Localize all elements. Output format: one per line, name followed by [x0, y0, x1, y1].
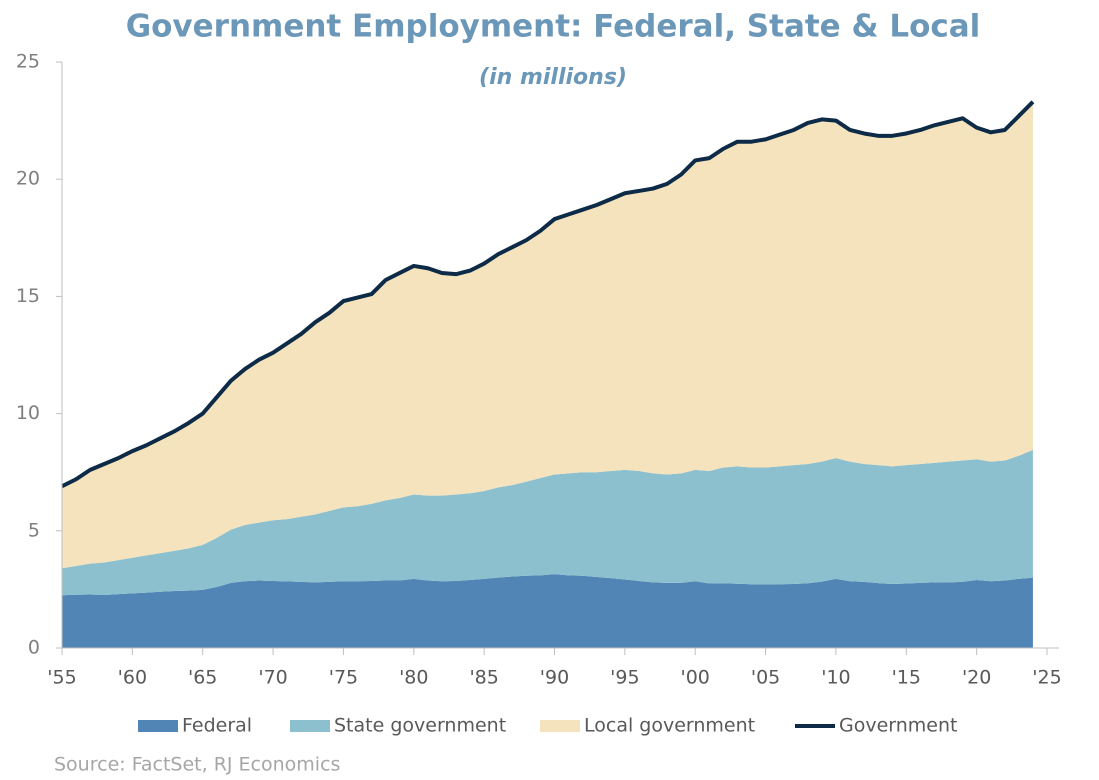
y-tick-label: 15	[16, 285, 40, 307]
legend-swatch	[290, 720, 330, 732]
y-tick-label: 0	[28, 637, 40, 659]
legend-swatch	[540, 720, 580, 732]
legend-label: Federal	[182, 715, 252, 737]
x-tick-label: '00	[681, 667, 710, 689]
legend-label: Local government	[584, 715, 755, 737]
area	[62, 449, 1033, 596]
x-tick-label: '90	[540, 667, 569, 689]
chart-subtitle: (in millions)	[479, 65, 627, 90]
line	[61, 100, 1035, 489]
area	[62, 101, 1033, 569]
x-tick-label: '85	[469, 667, 498, 689]
x-tick-label: '60	[118, 667, 147, 689]
x-tick-label: '65	[188, 667, 217, 689]
chart-title: Government Employment: Federal, State & …	[126, 9, 981, 45]
legend-label: Government	[839, 715, 958, 737]
y-tick-label: 10	[16, 402, 40, 424]
x-tick-label: '20	[962, 667, 991, 689]
x-tick-label: '25	[1032, 667, 1061, 689]
x-tick-label: '10	[821, 667, 850, 689]
legend-swatch	[138, 720, 178, 732]
source-note: Source: FactSet, RJ Economics	[54, 754, 340, 776]
x-tick-label: '15	[892, 667, 921, 689]
y-tick-label: 5	[28, 519, 40, 541]
x-tick-label: '80	[399, 667, 428, 689]
x-tick-label: '75	[329, 667, 358, 689]
x-tick-label: '95	[610, 667, 639, 689]
y-tick-label: 25	[16, 51, 40, 73]
legend-label: State government	[334, 715, 506, 737]
x-tick-label: '05	[751, 667, 780, 689]
x-tick-label: '70	[258, 667, 287, 689]
y-tick-label: 20	[16, 168, 40, 190]
x-tick-label: '55	[47, 667, 76, 689]
area	[62, 574, 1033, 648]
